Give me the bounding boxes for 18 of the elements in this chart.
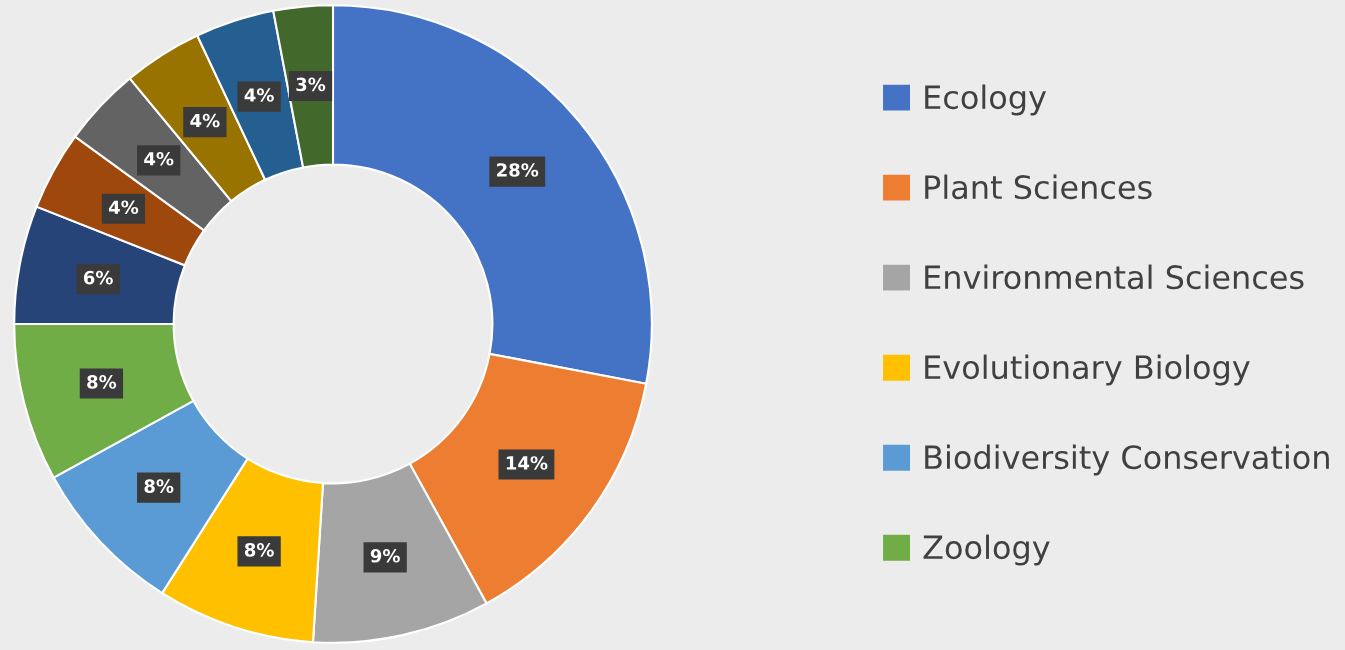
legend-label: Plant Sciences xyxy=(925,174,1152,200)
legend-label: Biodiversity Conservation xyxy=(925,444,1329,476)
data-label: 9% xyxy=(370,548,400,563)
data-label: 28% xyxy=(497,163,539,177)
data-label: 8% xyxy=(144,479,174,493)
legend-label: Ecology xyxy=(925,84,1047,116)
data-label: 8% xyxy=(87,375,117,389)
data-label: 14% xyxy=(506,456,548,470)
data-label: 4% xyxy=(244,88,274,102)
data-label: 4% xyxy=(190,113,220,128)
data-label: 8% xyxy=(244,542,274,557)
data-label: 4% xyxy=(108,200,139,215)
data-label: 4% xyxy=(144,151,174,166)
data-label: 6% xyxy=(83,270,113,285)
data-label: 3% xyxy=(296,77,326,92)
legend-label: Evolutionary Biology xyxy=(925,354,1250,386)
legend-label: Environmental Sciences xyxy=(925,264,1304,290)
legend-label: Zoology xyxy=(923,534,1050,566)
